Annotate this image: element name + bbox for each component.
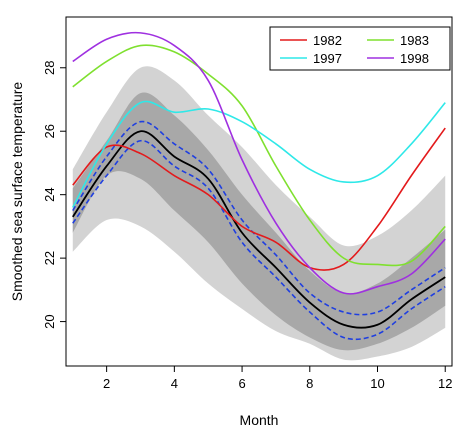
series-line-1983 [72, 44, 446, 267]
series-lines [72, 31, 446, 341]
x-tick-label: 12 [438, 376, 452, 391]
x-axis: 2 4 6 8 10 12 [103, 366, 452, 391]
legend-label-1997: 1997 [313, 51, 342, 66]
x-tick-label: 4 [171, 376, 178, 391]
inner-band [72, 92, 446, 351]
x-axis-label: Month [240, 412, 279, 428]
y-tick-label: 26 [42, 124, 57, 138]
y-axis-label: Smoothed sea surface temperature [9, 82, 25, 302]
legend-label-1982: 1982 [313, 33, 342, 48]
x-tick-label: 8 [306, 376, 313, 391]
legend-label-1998: 1998 [400, 51, 429, 66]
y-axis: 20 22 24 26 28 [42, 61, 66, 329]
y-tick-label: 22 [42, 251, 57, 265]
series-line-1982 [72, 127, 446, 271]
x-tick-label: 2 [103, 376, 110, 391]
plot-frame [65, 16, 453, 367]
x-tick-label: 10 [370, 376, 384, 391]
legend: 1982 1983 1997 1998 [269, 26, 451, 71]
series-line-1997 [72, 100, 446, 208]
confidence-bands [72, 66, 446, 361]
y-tick-label: 28 [42, 61, 57, 75]
lower-bound-line [72, 139, 446, 341]
mean-line [72, 130, 446, 329]
legend-box [269, 26, 451, 71]
y-tick-label: 24 [42, 187, 57, 201]
y-tick-label: 20 [42, 314, 57, 328]
legend-label-1983: 1983 [400, 33, 429, 48]
x-tick-label: 6 [238, 376, 245, 391]
series-line-1998 [72, 31, 446, 295]
upper-bound-line [72, 120, 446, 316]
